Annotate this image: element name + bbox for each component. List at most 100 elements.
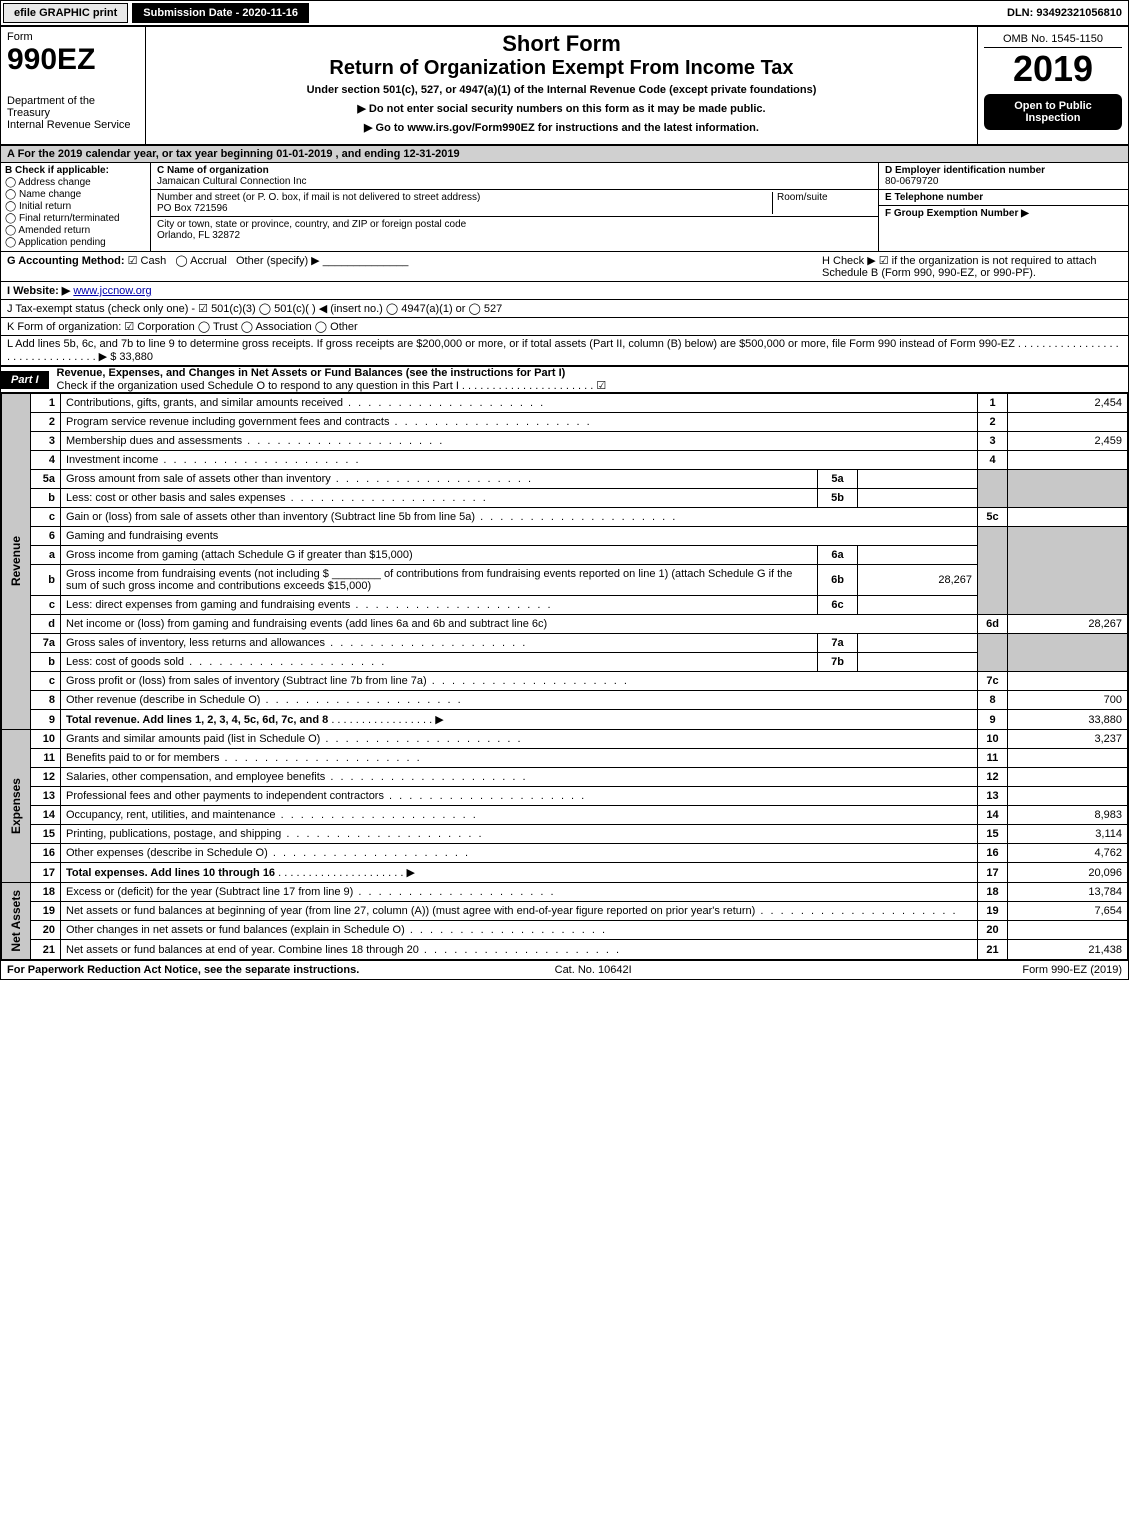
efile-print-button[interactable]: efile GRAPHIC print [3, 3, 128, 23]
line-ref: 11 [978, 749, 1008, 768]
cash-option[interactable]: Cash [141, 255, 167, 267]
line-val [1008, 768, 1128, 787]
line-val: 20,096 [1008, 863, 1128, 883]
chk-amended-return[interactable]: ◯ Amended return [5, 225, 146, 236]
line-ref: 16 [978, 844, 1008, 863]
ssn-warning: ▶ Do not enter social security numbers o… [152, 102, 971, 115]
chk-label: Address change [18, 177, 90, 188]
row-l: L Add lines 5b, 6c, and 7b to line 9 to … [1, 336, 1128, 366]
table-row: c Less: direct expenses from gaming and … [2, 596, 1128, 615]
line-desc: Membership dues and assessments [61, 432, 978, 451]
line-num: 20 [31, 921, 61, 940]
line-num: c [31, 672, 61, 691]
line-desc: Other expenses (describe in Schedule O) [61, 844, 978, 863]
line-desc: Grants and similar amounts paid (list in… [61, 730, 978, 749]
other-option[interactable]: Other (specify) ▶ [236, 255, 320, 267]
line-ref: 18 [978, 883, 1008, 902]
phone-row: E Telephone number [879, 190, 1128, 206]
open-inspection-badge: Open to Public Inspection [984, 94, 1122, 130]
ein-row: D Employer identification number 80-0679… [879, 163, 1128, 190]
line-num: 10 [31, 730, 61, 749]
chk-initial-return[interactable]: ◯ Initial return [5, 201, 146, 212]
line-ref: 13 [978, 787, 1008, 806]
line-desc: Benefits paid to or for members [61, 749, 978, 768]
table-row: 16Other expenses (describe in Schedule O… [2, 844, 1128, 863]
sub-ref: 7a [818, 634, 858, 653]
table-row: 2 Program service revenue including gove… [2, 413, 1128, 432]
line-num: 16 [31, 844, 61, 863]
form-number-box: Form 990EZ Department of the Treasury In… [1, 27, 146, 144]
line-val [1008, 787, 1128, 806]
line-desc: Program service revenue including govern… [61, 413, 978, 432]
line-num: 2 [31, 413, 61, 432]
line-ref: 3 [978, 432, 1008, 451]
line-desc: Gain or (loss) from sale of assets other… [61, 508, 978, 527]
org-name-row: C Name of organization Jamaican Cultural… [151, 163, 878, 190]
line-num: 14 [31, 806, 61, 825]
row-k: K Form of organization: ☑ Corporation ◯ … [1, 318, 1128, 336]
org-name-value: Jamaican Cultural Connection Inc [157, 176, 307, 187]
dln-label: DLN: 93492321056810 [1007, 7, 1128, 19]
cat-no: Cat. No. 10642I [555, 964, 632, 976]
line-desc: Gross profit or (loss) from sales of inv… [61, 672, 978, 691]
total-revenue-desc: Total revenue. Add lines 1, 2, 3, 4, 5c,… [66, 714, 328, 726]
line-val: 2,454 [1008, 394, 1128, 413]
accrual-option[interactable]: Accrual [190, 255, 227, 267]
row-j: J Tax-exempt status (check only one) - ☑… [1, 300, 1128, 318]
line-val: 21,438 [1008, 940, 1128, 959]
line-num: 17 [31, 863, 61, 883]
street-row: Number and street (or P. O. box, if mail… [151, 190, 878, 217]
line-num: b [31, 653, 61, 672]
line-num: d [31, 615, 61, 634]
irs-label: Internal Revenue Service [7, 119, 139, 131]
row-g-h: G Accounting Method: ☑ Cash ◯ Accrual Ot… [1, 252, 1128, 282]
chk-application-pending[interactable]: ◯ Application pending [5, 237, 146, 248]
line-num: 4 [31, 451, 61, 470]
line-desc: Net income or (loss) from gaming and fun… [61, 615, 978, 634]
line-desc: Professional fees and other payments to … [61, 787, 978, 806]
table-row: Revenue 1 Contributions, gifts, grants, … [2, 394, 1128, 413]
sub-val [858, 470, 978, 489]
street-label: Number and street (or P. O. box, if mail… [157, 192, 772, 203]
line-ref: 1 [978, 394, 1008, 413]
line-ref: 2 [978, 413, 1008, 432]
chk-address-change[interactable]: ◯ Address change [5, 177, 146, 188]
website-link[interactable]: www.jccnow.org [73, 285, 151, 297]
table-row: 11Benefits paid to or for members11 [2, 749, 1128, 768]
line-desc: Excess or (deficit) for the year (Subtra… [61, 883, 978, 902]
line-num: 12 [31, 768, 61, 787]
row-l-amount: $ 33,880 [110, 351, 153, 363]
section-d-e-f: D Employer identification number 80-0679… [878, 163, 1128, 251]
line-ref: 17 [978, 863, 1008, 883]
line-ref: 5c [978, 508, 1008, 527]
table-row: 9 Total revenue. Add lines 1, 2, 3, 4, 5… [2, 710, 1128, 730]
city-row: City or town, state or province, country… [151, 217, 878, 243]
line-num: 1 [31, 394, 61, 413]
row-h: H Check ▶ ☑ if the organization is not r… [822, 254, 1122, 279]
chk-name-change[interactable]: ◯ Name change [5, 189, 146, 200]
line-num: 3 [31, 432, 61, 451]
line-ref: 6d [978, 615, 1008, 634]
line-num: c [31, 596, 61, 615]
line-desc: Other revenue (describe in Schedule O) [61, 691, 978, 710]
line-num: 13 [31, 787, 61, 806]
city-label: City or town, state or province, country… [157, 219, 466, 230]
entity-info-grid: B Check if applicable: ◯ Address change … [1, 163, 1128, 252]
line-ref: 7c [978, 672, 1008, 691]
line-ref: 8 [978, 691, 1008, 710]
sub-val [858, 489, 978, 508]
line-ref: 4 [978, 451, 1008, 470]
table-row: d Net income or (loss) from gaming and f… [2, 615, 1128, 634]
shaded-cell [978, 527, 1008, 615]
line-desc: Total revenue. Add lines 1, 2, 3, 4, 5c,… [61, 710, 978, 730]
line-val: 7,654 [1008, 902, 1128, 921]
ein-label: D Employer identification number [885, 165, 1122, 176]
row-i: I Website: ▶ www.jccnow.org [1, 282, 1128, 300]
line-val [1008, 749, 1128, 768]
group-exemption-label: F Group Exemption Number ▶ [885, 208, 1029, 219]
line-val: 3,114 [1008, 825, 1128, 844]
line-num: b [31, 489, 61, 508]
chk-final-return[interactable]: ◯ Final return/terminated [5, 213, 146, 224]
line-val [1008, 508, 1128, 527]
goto-link[interactable]: ▶ Go to www.irs.gov/Form990EZ for instru… [152, 121, 971, 134]
